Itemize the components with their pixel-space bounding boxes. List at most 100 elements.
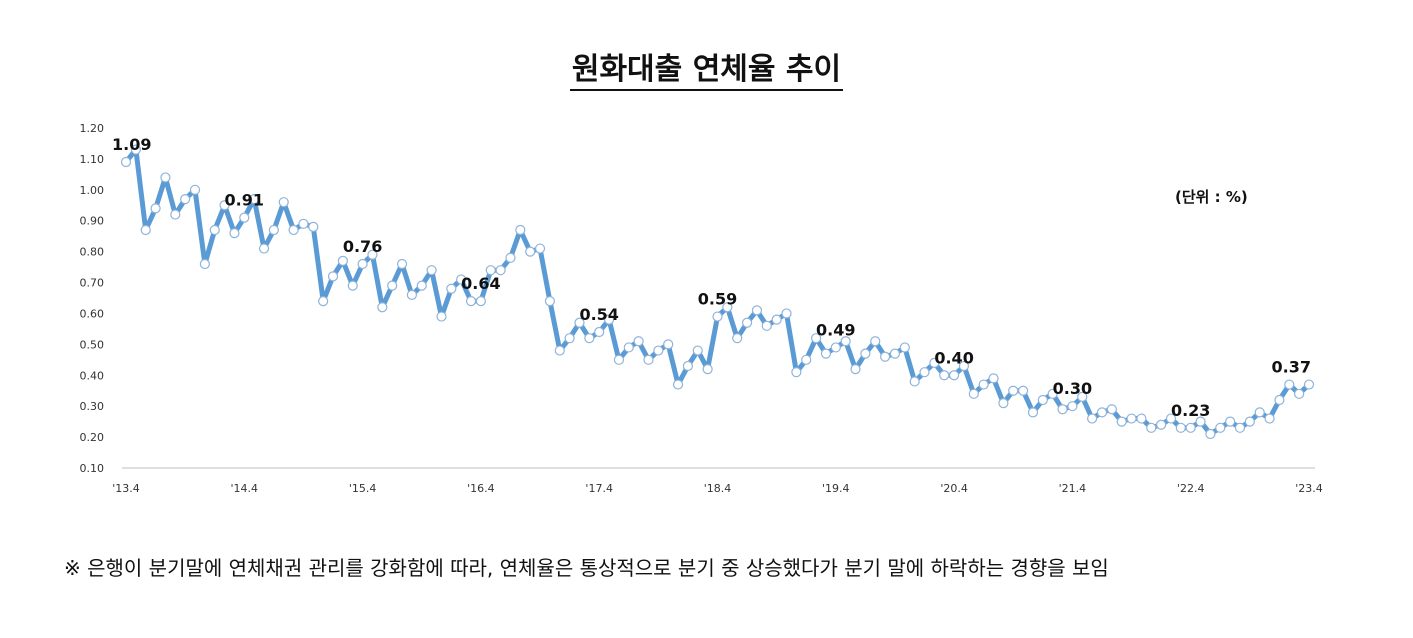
unit-label: (단위 : %)	[1175, 188, 1248, 206]
data-point	[1156, 419, 1167, 430]
data-point	[1215, 422, 1226, 433]
data-point	[929, 357, 940, 369]
data-point	[692, 345, 703, 356]
x-tick-label: '13.4	[112, 482, 140, 495]
data-point	[613, 354, 625, 365]
data-point	[456, 274, 467, 285]
data-point	[672, 379, 684, 390]
data-point	[1077, 391, 1088, 403]
data-label: 0.49	[816, 320, 855, 339]
data-point	[682, 360, 694, 372]
data-point	[209, 224, 220, 236]
data-point	[1037, 394, 1048, 406]
data-point	[741, 317, 753, 328]
data-point	[820, 348, 832, 359]
data-point	[909, 376, 920, 387]
data-point	[1116, 416, 1127, 427]
data-point	[643, 354, 654, 365]
data-point	[1096, 407, 1108, 418]
data-point	[889, 348, 901, 359]
data-point	[810, 333, 822, 344]
data-point	[1165, 413, 1177, 424]
data-label: 0.30	[1053, 379, 1092, 398]
data-point	[347, 280, 358, 291]
x-tick-label: '18.4	[704, 482, 732, 495]
data-label: 0.37	[1272, 358, 1311, 377]
y-tick-label: 1.10	[80, 153, 105, 166]
line-chart: 0.10 0.20 0.30 0.40 0.50 0.60 0.70 0.80 0.90 1.00…	[80, 122, 1323, 495]
data-point	[170, 209, 181, 220]
data-point	[367, 249, 378, 260]
data-point	[1244, 416, 1255, 427]
y-tick-label: 1.00	[80, 184, 105, 197]
data-point	[268, 224, 279, 236]
data-point	[1303, 379, 1315, 390]
data-point	[919, 367, 930, 378]
data-point	[1047, 388, 1058, 399]
data-point	[120, 156, 132, 168]
data-label: 0.91	[225, 191, 264, 210]
data-point	[534, 243, 546, 254]
data-labels: 1.09 0.91 0.76 0.64 0.54 0.59 0.49 0.40 0.30 0.23…	[112, 135, 1311, 420]
data-point	[663, 339, 674, 350]
data-point	[771, 314, 782, 325]
data-point	[249, 193, 260, 205]
data-point	[1175, 422, 1186, 433]
y-tick-label: 0.20	[80, 431, 105, 444]
data-point	[1225, 416, 1236, 427]
data-point	[761, 320, 772, 331]
data-point	[495, 265, 506, 276]
y-tick-label: 0.60	[80, 307, 105, 320]
data-point	[722, 302, 733, 313]
data-point	[377, 302, 388, 313]
data-point	[1106, 404, 1117, 415]
data-point	[850, 363, 861, 375]
data-point	[1067, 401, 1078, 412]
x-tick-label: '17.4	[585, 482, 613, 495]
data-point	[1284, 379, 1295, 390]
data-label: 0.76	[343, 237, 382, 256]
data-point	[1274, 394, 1285, 406]
data-label: 0.59	[698, 290, 737, 309]
data-label: 0.40	[934, 348, 973, 367]
data-point	[653, 345, 664, 356]
data-point	[860, 348, 871, 359]
data-point	[948, 370, 960, 381]
x-axis-ticks: '13.4 '14.4 '15.4 '16.4 '17.4 '18.4 '19.4 '20.4…	[112, 482, 1323, 495]
data-point	[584, 333, 595, 344]
data-point	[1264, 413, 1275, 424]
data-point	[781, 308, 792, 319]
data-point	[554, 345, 565, 356]
data-point	[1234, 422, 1246, 433]
x-tick-label: '19.4	[822, 482, 850, 495]
data-point	[150, 203, 161, 214]
data-point	[308, 221, 319, 233]
data-point	[278, 197, 289, 208]
x-tick-label: '22.4	[1177, 482, 1205, 495]
data-point	[1018, 385, 1029, 396]
data-point	[288, 224, 299, 236]
data-point	[564, 333, 575, 344]
data-point	[830, 342, 841, 353]
data-point	[732, 333, 743, 344]
data-point	[712, 311, 723, 322]
data-point	[879, 351, 891, 362]
data-point	[633, 336, 644, 347]
data-point	[1087, 413, 1098, 424]
data-point	[751, 305, 763, 316]
data-point	[623, 342, 634, 353]
data-point	[1057, 404, 1068, 415]
data-point	[1294, 388, 1305, 399]
data-point	[160, 172, 171, 183]
data-point	[446, 283, 457, 294]
data-point	[1185, 422, 1196, 433]
y-tick-label: 1.20	[80, 122, 105, 135]
data-points	[120, 144, 1315, 440]
data-point	[978, 379, 989, 390]
data-point	[416, 280, 427, 291]
data-point	[327, 271, 339, 282]
data-point	[594, 326, 605, 338]
data-point	[239, 212, 250, 223]
data-point	[189, 184, 201, 195]
data-point	[219, 200, 230, 211]
